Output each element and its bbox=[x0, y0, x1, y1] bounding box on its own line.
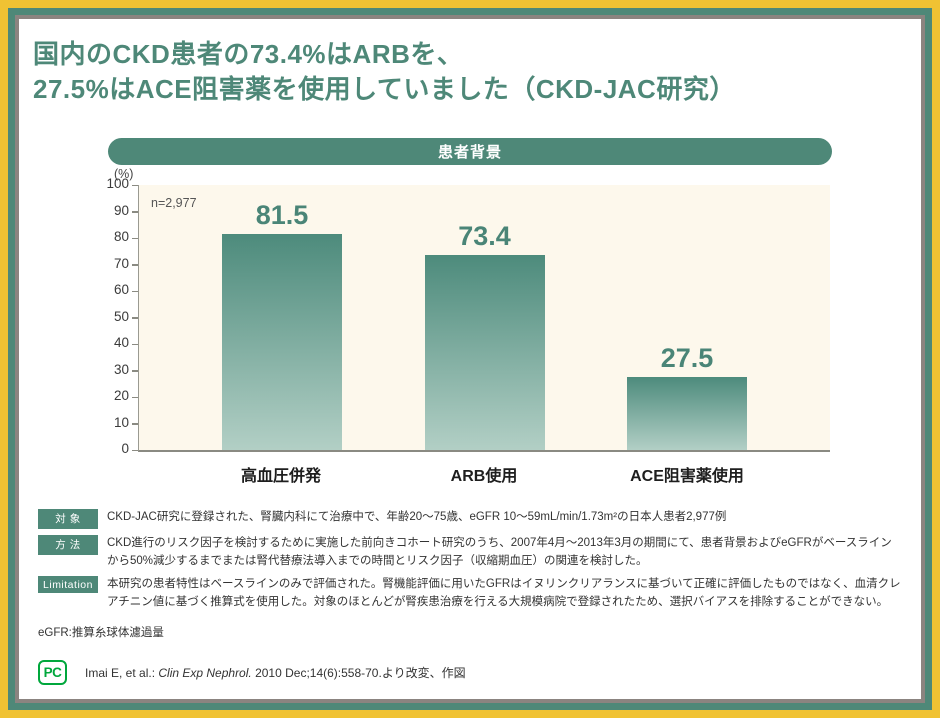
y-tick-label: 90 bbox=[113, 202, 129, 218]
bar-value-label: 73.4 bbox=[458, 221, 511, 252]
x-category-label: ARB使用 bbox=[450, 467, 518, 485]
y-tick-mark bbox=[132, 423, 138, 425]
y-tick-label: 100 bbox=[106, 176, 129, 192]
y-tick-mark bbox=[132, 317, 138, 319]
x-labels: 高血圧併発 ARB使用 ACE阻害薬使用 bbox=[138, 462, 830, 486]
y-tick-mark bbox=[132, 290, 138, 293]
bar-1: 73.4 bbox=[424, 221, 545, 450]
pc-logo: PC bbox=[38, 659, 67, 685]
note-row-limitation: Limitation 本研究の患者特性はベースラインのみで評価された。腎機能評価… bbox=[38, 576, 902, 612]
citation-prefix: Imai E, et al.: bbox=[85, 665, 159, 680]
citation: Imai E, et al.: Clin Exp Nephrol. 2010 D… bbox=[85, 664, 466, 681]
subject-badge: 対 象 bbox=[38, 508, 98, 529]
y-tick-mark bbox=[132, 449, 138, 452]
y-axis-unit-label: (%) bbox=[114, 166, 134, 181]
y-tick-label: 50 bbox=[113, 308, 129, 324]
page: 国内のCKD患者の73.4%はARBを、 27.5%はACE阻害薬を使用していま… bbox=[15, 15, 925, 703]
bar-0: 81.5 bbox=[222, 200, 342, 450]
bar-chart: (%) 0 10 20 30 40 50 60 70 80 90 100 n=2,977 81.5 7… bbox=[19, 166, 921, 489]
page-title-line2: 27.5%はACE阻害薬を使用していました（CKD-JAC研究） bbox=[33, 74, 736, 105]
method-text: CKD進行のリスク因子を検討するために実施した前向きコホート研究のうち、2007… bbox=[107, 536, 892, 567]
y-tick-label: 10 bbox=[113, 414, 129, 430]
citation-suffix: 2010 Dec;14(6):558-70.より改変、作図 bbox=[251, 665, 466, 680]
y-tick-mark bbox=[132, 237, 138, 240]
y-tick-label: 80 bbox=[113, 229, 129, 245]
x-category-label: 高血圧併発 bbox=[240, 467, 321, 485]
page-title: 国内のCKD患者の73.4%はARBを、 27.5%はACE阻害薬を使用していま… bbox=[33, 37, 907, 108]
bar-value-label: 27.5 bbox=[660, 342, 714, 373]
page-title-line1: 国内のCKD患者の73.4%はARBを、 bbox=[33, 39, 464, 69]
y-tick-label: 70 bbox=[113, 255, 129, 271]
chart-header-pill: 患者背景 bbox=[108, 137, 832, 165]
y-tick-mark bbox=[132, 396, 138, 399]
y-tick-mark bbox=[132, 370, 138, 372]
inner-frame: 国内のCKD患者の73.4%はARBを、 27.5%はACE阻害薬を使用していま… bbox=[8, 8, 932, 710]
note-row-subject: 対 象 CKD-JAC研究に登録された、腎臓内科にて治療中で、年齢20～75歳、… bbox=[38, 508, 902, 529]
notes-section: 対 象 CKD-JAC研究に登録された、腎臓内科にて治療中で、年齢20～75歳、… bbox=[38, 508, 902, 640]
y-tick-mark bbox=[132, 264, 138, 266]
citation-journal: Clin Exp Nephrol. bbox=[158, 665, 252, 680]
y-tick-label: 60 bbox=[113, 282, 129, 298]
bar-value-label: 81.5 bbox=[255, 199, 309, 230]
subject-text: CKD-JAC研究に登録された、腎臓内科にて治療中で、年齢20～75歳、eGFR… bbox=[107, 510, 727, 523]
limitation-text: 本研究の患者特性はベースラインのみで評価された。腎機能評価に用いたGFRはイヌリ… bbox=[107, 578, 901, 609]
y-tick-label: 20 bbox=[113, 388, 129, 404]
bar-2: 27.5 bbox=[627, 343, 747, 450]
y-tick-mark bbox=[132, 184, 138, 187]
method-badge: 方 法 bbox=[38, 534, 98, 555]
y-tick-mark bbox=[132, 211, 138, 213]
limitation-badge: Limitation bbox=[38, 576, 98, 594]
note-row-method: 方 法 CKD進行のリスク因子を検討するために実施した前向きコホート研究のうち、… bbox=[38, 534, 902, 571]
abbreviation-note: eGFR:推算糸球体濾過量 bbox=[38, 626, 164, 639]
x-category-label: ACE阻害薬使用 bbox=[630, 467, 744, 485]
sample-size-annotation: n=2,977 bbox=[151, 195, 197, 210]
y-tick-mark bbox=[132, 343, 138, 346]
bars: 81.5 73.4 27.5 bbox=[139, 185, 830, 450]
y-tick-label: 30 bbox=[113, 361, 129, 377]
chart-header-label: 患者背景 bbox=[437, 143, 502, 161]
plot-area: n=2,977 81.5 73.4 27.5 bbox=[138, 184, 830, 452]
y-tick-label: 40 bbox=[113, 335, 129, 351]
footer: PC Imai E, et al.: Clin Exp Nephrol. 201… bbox=[38, 659, 902, 685]
y-tick-label: 0 bbox=[121, 441, 129, 457]
